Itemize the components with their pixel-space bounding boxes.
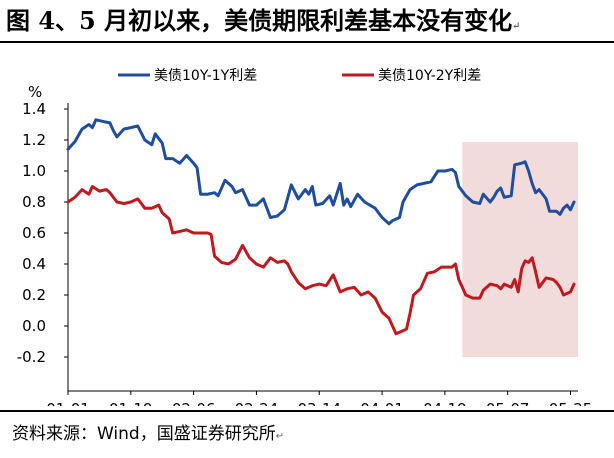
x-tick-label: 02-24 xyxy=(235,400,279,406)
y-tick-label: 0.6 xyxy=(22,224,46,242)
x-tick-label: 01-19 xyxy=(109,400,153,406)
return-mark-icon: ↵ xyxy=(512,21,521,32)
return-mark-icon: ↵ xyxy=(275,431,285,442)
y-tick-label: 1.2 xyxy=(22,131,46,149)
x-tick-label: 04-01 xyxy=(360,400,404,406)
x-tick-label: 04-19 xyxy=(423,400,467,406)
line-chart: -0.2 0.0 0.2 0.4 0.6 0.8 1.0 1.2 1.4% 01-01 01-19 0… xyxy=(17,68,593,406)
y-tick-label: -0.2 xyxy=(17,348,46,366)
y-tick-label: 0.2 xyxy=(22,286,46,304)
x-tick-label: 01-01 xyxy=(46,400,90,406)
y-tick-label: 1.4 xyxy=(22,100,46,118)
series-line-2 xyxy=(66,185,576,336)
figure-title: 图 4、5 月初以来，美债期限利差基本没有变化↵ xyxy=(6,2,610,40)
y-tick-label: 0.4 xyxy=(22,255,46,273)
y-tick-label: 0.0 xyxy=(22,317,46,335)
x-tick-label: 02-06 xyxy=(172,400,216,406)
y-tick-label: 0.8 xyxy=(22,193,46,211)
y-tick-label: 1.0 xyxy=(22,162,46,180)
figure-title-text: 图 4、5 月初以来，美债期限利差基本没有变化 xyxy=(6,6,513,35)
source-note: 资料来源：Wind，国盛证券研究所↵ xyxy=(12,419,284,444)
x-tick-label: 03-14 xyxy=(297,400,341,406)
top-rule xyxy=(0,41,614,43)
source-text: 资料来源：Wind，国盛证券研究所 xyxy=(12,424,276,444)
bottom-rule xyxy=(0,410,614,412)
x-tick-label: 05-25 xyxy=(549,400,593,406)
y-axis-unit-label: % xyxy=(28,83,42,101)
highlight-region xyxy=(462,142,578,357)
legend-label-1: 美债10Y-1Y利差 xyxy=(154,68,257,84)
series-line-1 xyxy=(66,118,576,226)
x-tick-label: 05-07 xyxy=(486,400,530,406)
legend-label-2: 美债10Y-2Y利差 xyxy=(378,68,481,84)
